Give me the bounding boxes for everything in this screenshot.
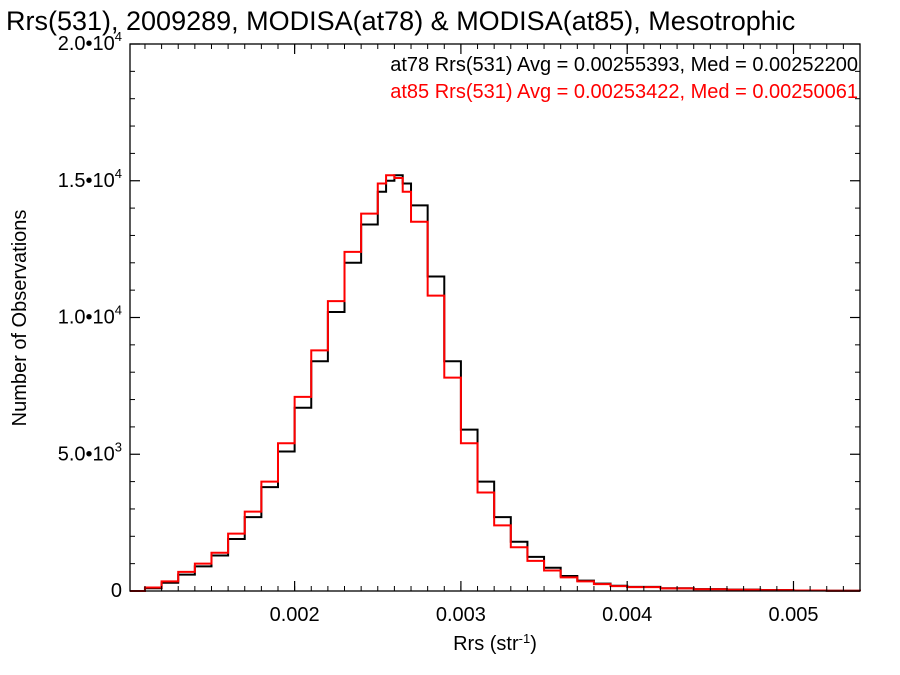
stats-annotation-0: at78 Rrs(531) Avg = 0.00255393, Med = 0.…	[390, 54, 858, 76]
y-tick-label: 0	[111, 580, 122, 602]
y-axis-label: Number of Observations	[9, 210, 31, 427]
x-tick-label: 0.002	[270, 604, 320, 626]
series-line-1	[130, 174, 861, 592]
x-axis-label-tail: )	[530, 633, 537, 655]
stats-annotation-1: at85 Rrs(531) Avg = 0.00253422, Med = 0.…	[390, 81, 858, 103]
x-tick-label: 0.003	[436, 604, 486, 626]
y-tick-label: 5.0•103	[58, 439, 122, 465]
chart-title: Rrs(531), 2009289, MODISA(at78) & MODISA…	[6, 6, 796, 36]
x-axis-label-main: Rrs (str	[453, 633, 519, 655]
y-tick-label: 1.5•104	[58, 166, 122, 192]
series-layer	[130, 174, 861, 592]
x-tick-label: 0.005	[768, 604, 818, 626]
x-axis-label: Rrs (str-1)	[453, 631, 537, 655]
x-axis-label-sup: -1	[519, 631, 531, 646]
y-tick-label: 2.0•104	[58, 29, 122, 55]
annotations-layer: at78 Rrs(531) Avg = 0.00255393, Med = 0.…	[390, 54, 858, 103]
series-line-0	[130, 174, 861, 592]
x-tick-label: 0.004	[602, 604, 652, 626]
ticks-layer: 0.002 0.003 0.004 0.005 0 5.0•103 1.0•104 1.5•1…	[58, 29, 860, 626]
y-tick-label: 1.0•104	[58, 303, 122, 329]
